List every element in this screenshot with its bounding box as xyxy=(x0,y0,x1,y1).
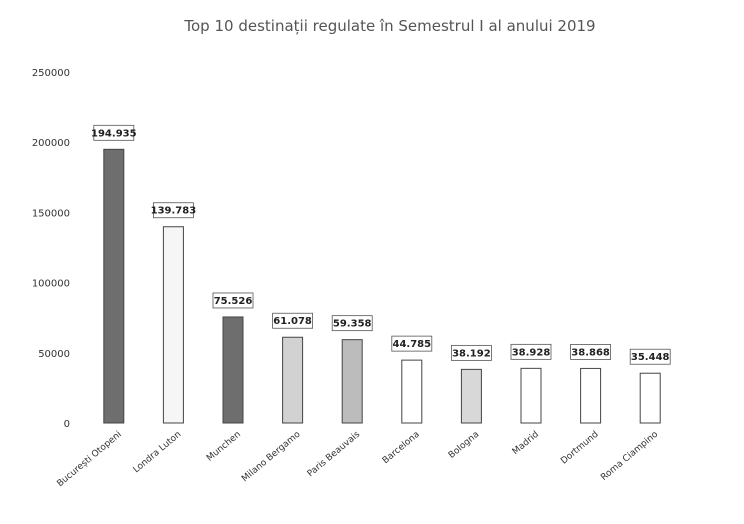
bar xyxy=(460,368,482,424)
y-tick-label: 50000 xyxy=(38,349,70,360)
data-label: 61.078 xyxy=(273,316,312,327)
data-label-box xyxy=(93,124,135,141)
data-label: 75.526 xyxy=(214,296,253,307)
x-tick-label: Madrid xyxy=(511,430,541,458)
data-label: 35.448 xyxy=(631,352,670,363)
bar xyxy=(401,359,423,424)
bar xyxy=(639,372,661,424)
data-label: 38.928 xyxy=(512,347,551,358)
bar xyxy=(341,339,363,424)
data-label-box xyxy=(272,312,314,329)
x-tick-label: București Otopeni xyxy=(55,430,123,490)
x-tick-label: Paris Beauvais xyxy=(306,429,363,479)
y-tick-label: 0 xyxy=(64,419,70,430)
bar xyxy=(520,367,542,424)
y-tick-label: 100000 xyxy=(32,279,70,290)
x-tick-label: Munchen xyxy=(205,430,243,464)
bar xyxy=(222,316,244,424)
data-label-box xyxy=(331,315,373,332)
y-tick-label: 250000 xyxy=(32,68,70,79)
data-label: 194.935 xyxy=(91,128,137,139)
y-axis: 250000 200000 150000 100000 50000 0 xyxy=(32,68,70,430)
x-axis: București Otopeni Londra Luton MunchenMila… xyxy=(55,429,660,489)
data-label-box xyxy=(570,344,611,360)
y-tick-label: 200000 xyxy=(32,138,70,149)
data-label: 59.358 xyxy=(333,319,372,330)
x-tick-label: Dortmund xyxy=(559,430,600,467)
bar xyxy=(162,226,184,424)
data-label-box xyxy=(212,292,254,309)
y-tick-label: 150000 xyxy=(32,208,70,219)
bar xyxy=(282,336,304,424)
data-label: 38.868 xyxy=(571,347,610,358)
data-label: 139.783 xyxy=(151,206,197,217)
data-label-box xyxy=(510,343,552,360)
data-labels-group: 194.935 139.783 75.526 61.078 59.358 44.785 38… xyxy=(91,124,671,365)
data-label-box xyxy=(391,335,433,352)
x-tick-label: Milano Bergamo xyxy=(240,429,303,484)
bars-group xyxy=(103,148,661,424)
bar xyxy=(580,367,602,424)
data-label-box xyxy=(152,202,194,219)
x-tick-label: Roma Ciampino xyxy=(599,429,660,483)
data-label: 38.192 xyxy=(452,348,491,359)
chart-title: Top 10 destinații regulate în Semestrul … xyxy=(183,17,595,35)
data-label-box xyxy=(629,348,671,365)
x-tick-label: Barcelona xyxy=(381,430,422,467)
data-label-box xyxy=(450,344,492,361)
x-tick-label: Bologna xyxy=(447,430,481,461)
data-label: 44.785 xyxy=(393,339,432,350)
x-tick-label: Londra Luton xyxy=(132,430,184,476)
bar xyxy=(103,148,125,424)
